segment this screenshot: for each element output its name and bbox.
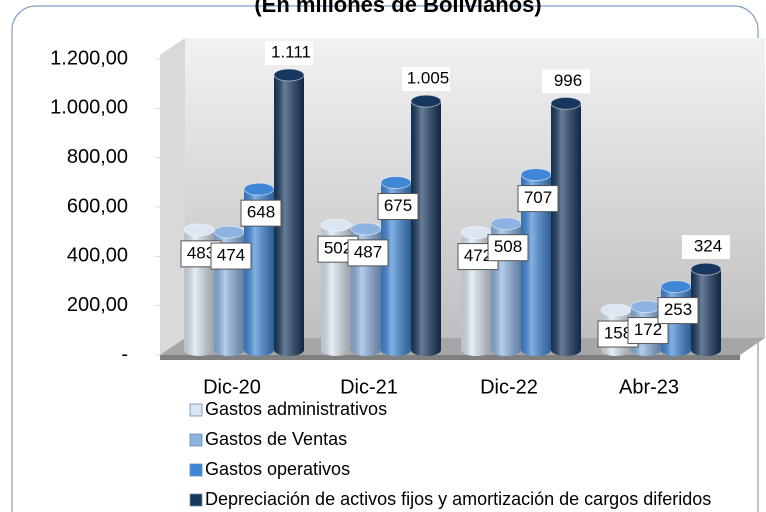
legend-label: Gastos de Ventas xyxy=(205,429,347,449)
y-tick-label: 600,00 xyxy=(67,195,128,217)
chart-subtitle: (En millones de Bolivianos) xyxy=(254,0,541,17)
bar-shade xyxy=(274,74,304,356)
bar-top xyxy=(243,182,275,196)
data-label: 996 xyxy=(554,71,582,90)
data-label-box xyxy=(265,40,313,65)
data-label: 502 xyxy=(324,239,352,258)
bar-top xyxy=(320,218,352,232)
bar-top xyxy=(213,225,245,239)
bar-shade xyxy=(551,103,581,356)
data-label: 253 xyxy=(664,300,692,319)
floor-edge xyxy=(160,355,740,360)
legend-label: Gastos operativos xyxy=(205,459,350,479)
bar-top xyxy=(183,223,215,237)
data-label-box xyxy=(542,69,590,94)
data-label-box xyxy=(402,67,450,92)
y-tick-label: 400,00 xyxy=(67,245,128,267)
bar-top xyxy=(600,303,632,317)
bar-top xyxy=(350,222,382,236)
data-label-box xyxy=(517,185,559,213)
x-tick-label: Dic-20 xyxy=(203,376,261,398)
bar-top xyxy=(410,94,442,108)
bar-shade xyxy=(381,182,411,356)
bar-top xyxy=(520,168,552,182)
bar-shade xyxy=(244,189,274,356)
legend-label: Depreciación de activos fijos y amortiza… xyxy=(205,489,711,509)
y-tick-label: 200,00 xyxy=(67,294,128,316)
data-label-box xyxy=(682,235,730,260)
data-label: 324 xyxy=(694,237,722,256)
data-label-box xyxy=(377,193,419,220)
side-wall xyxy=(160,38,185,355)
data-label: 474 xyxy=(217,246,245,265)
bar-top xyxy=(550,96,582,110)
data-label: 158 xyxy=(604,324,632,343)
data-label-box xyxy=(657,297,699,325)
data-label: 508 xyxy=(494,237,522,256)
x-tick-label: Dic-21 xyxy=(340,376,398,398)
legend-swatch xyxy=(189,403,203,417)
bar-top xyxy=(380,176,412,189)
bar-shade xyxy=(691,269,721,356)
data-label: 648 xyxy=(247,203,275,222)
bar-shade xyxy=(411,101,441,356)
legend-swatch xyxy=(189,433,203,447)
bar-shade xyxy=(521,174,551,356)
data-label: 472 xyxy=(464,246,492,265)
data-label: 1.005 xyxy=(407,69,450,88)
legend-swatch xyxy=(189,493,203,507)
bar-top xyxy=(460,226,492,240)
data-label-box xyxy=(347,239,389,267)
data-label-box xyxy=(487,234,529,262)
bar-top xyxy=(273,68,305,82)
data-label-box xyxy=(240,199,282,227)
y-tick-label: 1.200,00 xyxy=(50,47,128,69)
data-label: 675 xyxy=(384,196,412,215)
x-tick-label: Dic-22 xyxy=(480,376,538,398)
y-tick-label: - xyxy=(121,343,128,365)
data-label: 707 xyxy=(524,188,552,207)
x-tick-label: Abr-23 xyxy=(619,376,679,398)
data-label: 487 xyxy=(354,242,382,261)
y-tick-label: 1.000,00 xyxy=(50,97,128,119)
legend-swatch xyxy=(189,463,203,477)
data-label: 1.111 xyxy=(271,42,311,61)
bar-top xyxy=(660,280,692,294)
data-label: 483 xyxy=(187,243,215,262)
bar-top xyxy=(630,300,662,314)
y-tick-label: 800,00 xyxy=(67,146,128,168)
legend-label: Gastos administrativos xyxy=(205,399,387,419)
bar-top xyxy=(490,217,522,231)
data-label-box xyxy=(210,242,252,270)
data-label: 172 xyxy=(634,320,662,339)
bar-top xyxy=(690,262,722,276)
